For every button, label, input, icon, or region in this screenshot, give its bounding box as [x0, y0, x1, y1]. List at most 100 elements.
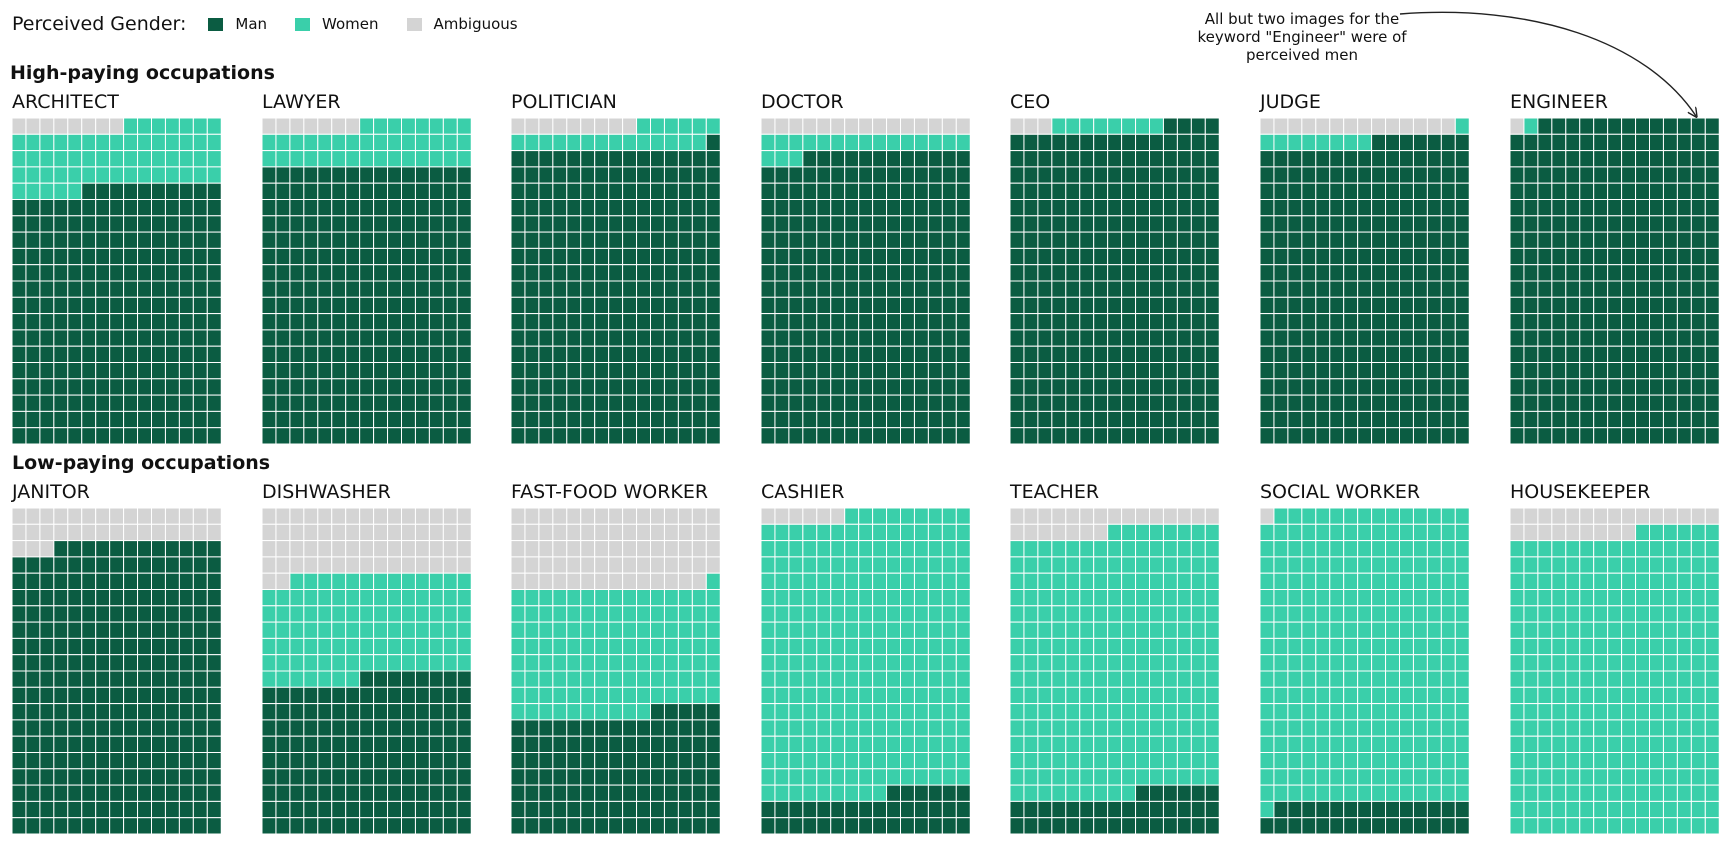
waffle-cell-women	[858, 703, 874, 721]
waffle-cell-women	[1315, 621, 1331, 639]
waffle-cell-women	[608, 589, 624, 607]
waffle-cell-man	[1593, 394, 1609, 412]
waffle-cell-women	[1649, 523, 1664, 542]
waffle-cell-man	[456, 378, 472, 396]
waffle-cell-man	[677, 784, 693, 802]
waffle-cell-man	[1260, 247, 1275, 266]
waffle-cell-man	[1107, 150, 1123, 168]
waffle-cell-women	[1412, 670, 1428, 688]
waffle-cell-women	[1371, 508, 1387, 525]
waffle-cell-women	[955, 621, 971, 639]
waffle-cell-man	[1176, 394, 1192, 412]
waffle-cell-man	[955, 784, 971, 802]
waffle-cell-man	[1079, 345, 1095, 363]
waffle-cell-ambiguous	[12, 540, 27, 558]
waffle-cell-man	[677, 817, 693, 834]
waffle-cell-man	[1426, 133, 1442, 152]
waffle-cell-man	[650, 231, 665, 249]
waffle-cell-man	[1523, 264, 1539, 282]
waffle-cell-man	[705, 182, 721, 200]
waffle-cell-women	[1093, 654, 1109, 672]
waffle-cell-women	[1676, 523, 1692, 542]
waffle-cell-man	[359, 296, 375, 315]
waffle-cell-ambiguous	[414, 540, 430, 558]
waffle-cell-women	[691, 589, 707, 607]
waffle-cell-man	[774, 247, 790, 266]
waffle-cell-women	[1301, 703, 1317, 721]
waffle-cell-man	[456, 231, 472, 249]
waffle-cell-ambiguous	[886, 118, 902, 135]
waffle-cell-women	[1287, 540, 1303, 558]
waffle-cell-man	[25, 247, 41, 266]
waffle-cell-man	[1399, 313, 1414, 331]
waffle-cell-women	[1523, 752, 1539, 770]
waffle-cell-man	[1537, 215, 1553, 233]
waffle-cell-women	[359, 637, 375, 656]
waffle-cell-man	[289, 182, 305, 200]
waffle-cell-women	[1593, 670, 1609, 688]
waffle-cell-man	[192, 686, 208, 705]
waffle-cell-women	[816, 589, 832, 607]
waffle-cell-man	[1273, 199, 1289, 217]
waffle-cell-man	[1371, 362, 1387, 380]
waffle-cell-man	[262, 686, 277, 705]
waffle-cell-women	[900, 556, 915, 574]
waffle-cell-ambiguous	[39, 508, 55, 525]
waffle-cell-man	[830, 166, 846, 184]
waffle-cell-man	[414, 670, 430, 688]
waffle-cell-ambiguous	[1399, 118, 1414, 135]
waffle-cell-man	[524, 313, 540, 331]
waffle-cell-women	[1523, 621, 1539, 639]
waffle-cell-man	[1676, 378, 1692, 396]
waffle-cell-women	[830, 556, 846, 574]
waffle-cell-man	[1676, 410, 1692, 429]
waffle-cell-man	[1523, 150, 1539, 168]
waffle-cell-women	[1551, 686, 1567, 705]
waffle-cell-women	[1343, 670, 1359, 688]
waffle-cell-man	[192, 313, 208, 331]
waffle-cell-man	[109, 605, 125, 623]
waffle-cell-women	[428, 605, 444, 623]
waffle-cell-women	[373, 150, 389, 168]
waffle-cell-man	[387, 296, 403, 315]
waffle-cell-man	[373, 768, 389, 786]
waffle-cell-man	[1162, 329, 1178, 347]
waffle-cell-women	[1385, 719, 1401, 737]
waffle-cell-man	[1704, 362, 1720, 380]
waffle-cell-man	[1010, 150, 1025, 168]
waffle-cell-women	[761, 719, 776, 737]
waffle-cell-man	[275, 199, 291, 217]
waffle-cell-women	[1385, 572, 1401, 590]
waffle-cell-man	[1301, 215, 1317, 233]
waffle-cell-women	[1399, 621, 1414, 639]
waffle-cell-man	[456, 719, 472, 737]
waffle-cell-man	[151, 605, 166, 623]
waffle-cell-women	[1690, 686, 1706, 705]
waffle-cell-man	[705, 264, 721, 282]
waffle-cell-women	[705, 118, 721, 135]
waffle-cell-man	[1593, 329, 1609, 347]
waffle-cell-ambiguous	[67, 523, 83, 542]
waffle-cell-ambiguous	[81, 508, 97, 525]
waffle-cell-man	[109, 231, 125, 249]
waffle-cell-ambiguous	[303, 556, 319, 574]
waffle-cell-women	[123, 118, 139, 135]
waffle-cell-women	[289, 654, 305, 672]
waffle-cell-women	[1579, 589, 1595, 607]
waffle-cell-women	[941, 654, 957, 672]
waffle-cell-man	[1676, 247, 1692, 266]
waffle-cell-women	[1149, 735, 1164, 753]
waffle-cell-man	[636, 752, 652, 770]
waffle-cell-women	[955, 523, 971, 542]
waffle-cell-ambiguous	[941, 118, 957, 135]
waffle-cell-man	[1551, 362, 1567, 380]
waffle-cell-ambiguous	[373, 556, 389, 574]
waffle-cell-man	[414, 784, 430, 802]
waffle-cell-man	[858, 800, 874, 819]
waffle-cell-man	[1412, 410, 1428, 429]
waffle-cell-man	[872, 378, 888, 396]
waffle-cell-man	[289, 166, 305, 184]
waffle-cell-man	[1551, 247, 1567, 266]
waffle-cell-man	[1510, 166, 1525, 184]
waffle-cell-women	[401, 621, 416, 639]
